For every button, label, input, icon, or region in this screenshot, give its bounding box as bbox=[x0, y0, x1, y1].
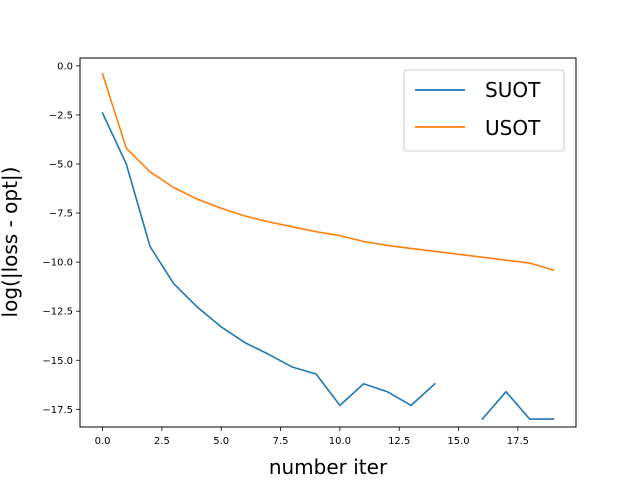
series-line-suot bbox=[101, 111, 555, 421]
y-tick-label: −17.5 bbox=[42, 405, 73, 416]
plot-frame bbox=[79, 57, 577, 428]
y-tick-label: −7.5 bbox=[49, 209, 73, 220]
y-axis-label: log(|loss - opt|) bbox=[0, 167, 22, 318]
x-tick-label: 17.5 bbox=[507, 436, 529, 447]
legend: SUOT USOT bbox=[403, 69, 565, 152]
x-tick-label: 0.0 bbox=[95, 436, 111, 447]
x-tick-label: 2.5 bbox=[154, 436, 170, 447]
x-tick-label: 5.0 bbox=[213, 436, 229, 447]
y-axis: 0.0 −2.5 −5.0 −7.5 −10.0 −12.5 −15.0 −17.5 bbox=[42, 61, 80, 416]
series-line-usot bbox=[101, 72, 555, 271]
legend-label-usot: USOT bbox=[485, 116, 541, 140]
y-tick-label: −10.0 bbox=[42, 258, 73, 269]
series-layer bbox=[101, 72, 555, 421]
x-axis-label: number iter bbox=[269, 455, 388, 479]
y-tick-label: 0.0 bbox=[57, 61, 73, 72]
x-tick-label: 10.0 bbox=[329, 436, 351, 447]
x-tick-label: 7.5 bbox=[273, 436, 289, 447]
legend-label-suot: SUOT bbox=[485, 78, 541, 102]
y-tick-label: −12.5 bbox=[42, 307, 73, 318]
y-tick-label: −2.5 bbox=[49, 110, 73, 121]
x-axis: 0.0 2.5 5.0 7.5 10.0 12.5 15.0 17.5 bbox=[95, 427, 529, 447]
x-tick-label: 15.0 bbox=[447, 436, 469, 447]
x-tick-label: 12.5 bbox=[388, 436, 410, 447]
y-tick-label: −5.0 bbox=[49, 159, 73, 170]
y-tick-label: −15.0 bbox=[42, 356, 73, 367]
